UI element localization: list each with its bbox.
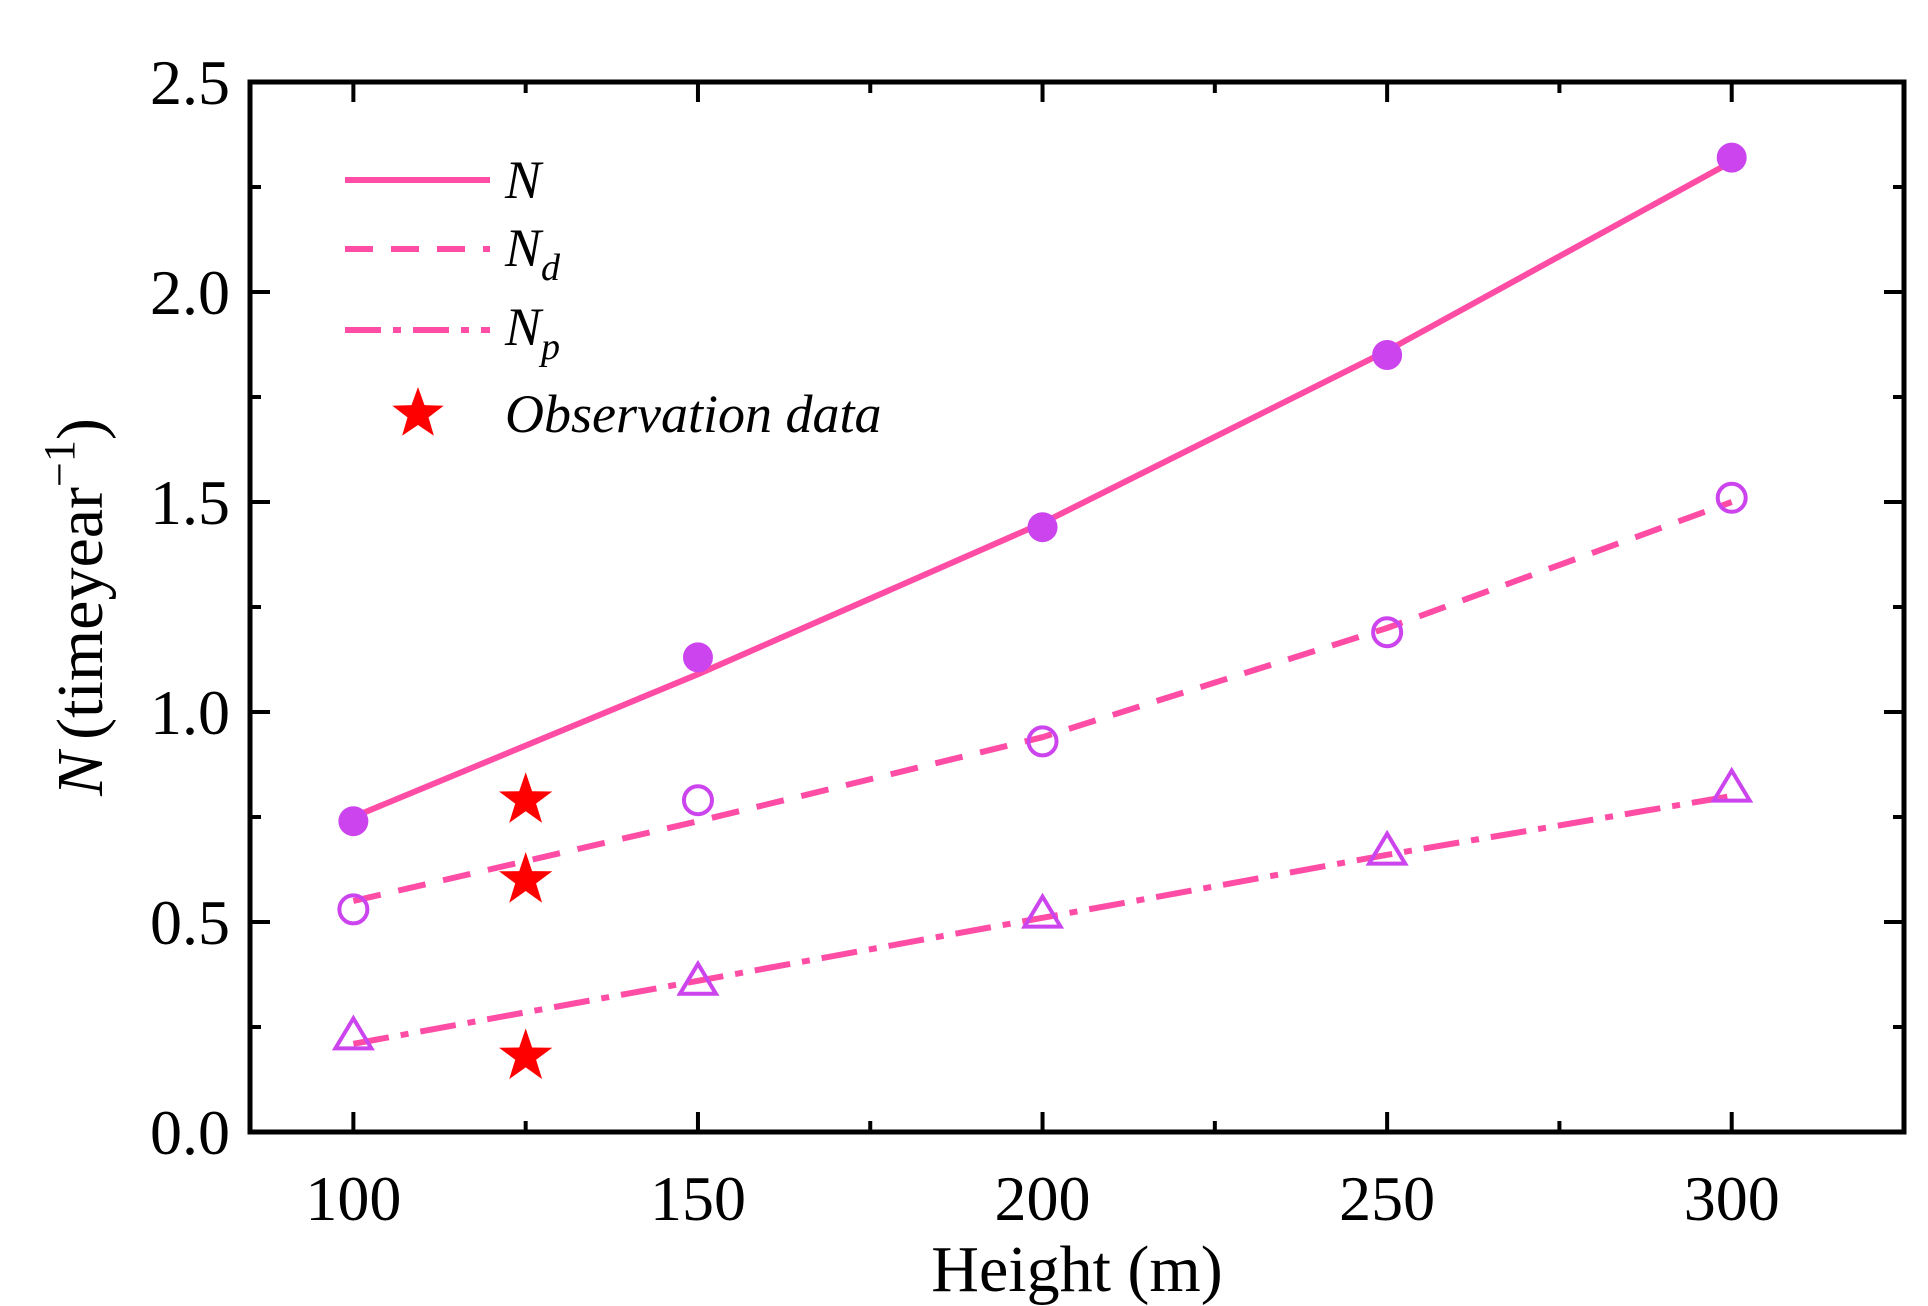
x-tick-label: 250 [1339,1163,1435,1234]
observation-star [499,772,553,823]
series-line-1 [352,499,1733,904]
marker-open-circle [1715,481,1748,514]
legend: N Nd Np Observation data [345,150,881,444]
series-lines [352,159,1734,1047]
observation-star [499,1028,553,1080]
x-tick-labels: 100 150 200 250 300 [305,1163,1779,1234]
series-line-0 [352,159,1734,820]
y-axis-unit-close: ) [44,418,117,440]
y-tick-label: 0.5 [150,887,230,958]
legend-label-np: Np [504,297,560,368]
marker-open-circle [1371,616,1404,649]
marker-open-triangle [1710,766,1754,803]
observation-star [499,852,553,903]
legend-star-icon [392,387,444,436]
x-axis-title: Height (m) [931,1233,1222,1306]
legend-label-n: N [504,150,544,210]
x-tick-label: 200 [995,1163,1091,1234]
y-tick-label: 2.5 [150,47,230,118]
marker-filled-circle [1027,512,1058,543]
axis-ticks [250,80,1904,1134]
y-tick-label: 1.0 [150,677,230,748]
marker-filled-circle [1716,142,1747,173]
y-tick-labels: 0.0 0.5 1.0 1.5 2.0 2.5 [150,47,230,1168]
legend-label-observation: Observation data [505,384,881,444]
marker-filled-circle [682,642,713,673]
legend-label-nd: Nd [504,218,561,289]
y-axis-symbol: N [44,748,117,797]
y-axis-title: N (timeyear−1) [35,418,117,797]
marker-open-triangle [1021,892,1065,929]
marker-open-triangle [1365,829,1409,866]
y-tick-label: 1.5 [150,467,230,538]
y-axis-unit: (timeyear [44,487,117,740]
series-line-2 [352,793,1733,1047]
marker-open-circle [681,784,714,817]
series-markers [331,142,1754,1080]
x-tick-label: 100 [305,1163,401,1234]
marker-filled-circle [1372,340,1403,370]
plot-frame [247,79,1907,1135]
x-tick-label: 150 [650,1163,746,1234]
marker-open-triangle [676,959,720,996]
marker-open-circle [1026,725,1059,758]
y-axis-unit-exponent: −1 [35,440,84,487]
y-tick-label: 2.0 [150,257,230,328]
marker-open-circle [337,893,370,926]
marker-filled-circle [338,806,369,837]
x-tick-label: 300 [1684,1163,1780,1234]
y-tick-label: 0.0 [150,1097,230,1168]
marker-open-triangle [331,1014,375,1051]
